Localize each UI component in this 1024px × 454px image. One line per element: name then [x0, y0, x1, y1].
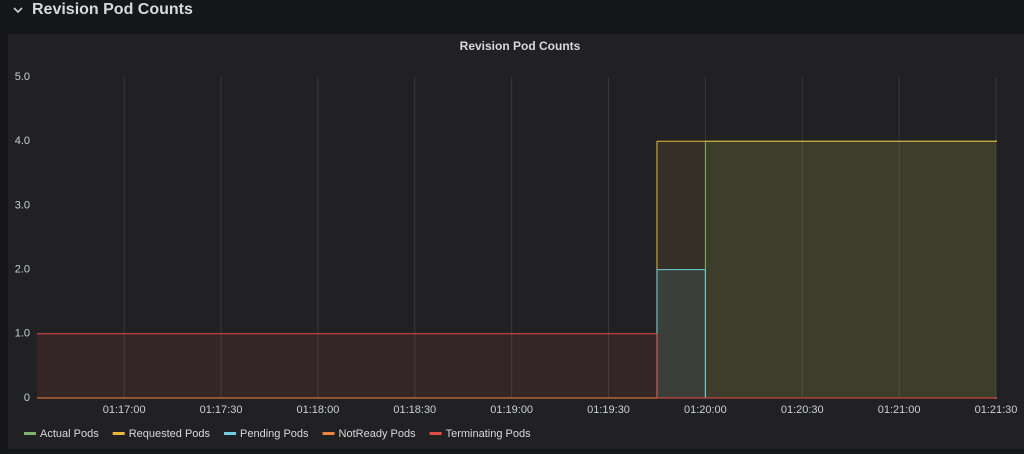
area-fill: [705, 141, 996, 398]
y-tick-label: 3.0: [15, 199, 30, 211]
area-fill: [37, 333, 657, 398]
legend-swatch: [112, 432, 125, 435]
legend-swatch: [224, 432, 237, 435]
y-tick-label: 2.0: [15, 264, 30, 276]
y-tick-label: 0: [24, 392, 30, 404]
panel-title[interactable]: Revision Pod Counts: [460, 39, 581, 53]
legend-label[interactable]: Actual Pods: [40, 428, 99, 440]
x-tick-label: 01:17:30: [200, 404, 243, 416]
x-tick-label: 01:19:00: [490, 404, 533, 416]
legend-swatch: [429, 432, 442, 435]
step-point: [995, 140, 997, 142]
legend-swatch: [24, 432, 36, 435]
x-tick-label: 01:19:30: [587, 404, 630, 416]
x-tick-label: 01:21:30: [975, 404, 1018, 416]
legend-label[interactable]: Requested Pods: [129, 428, 211, 440]
panel: [8, 34, 1024, 449]
row-title[interactable]: Revision Pod Counts: [32, 1, 193, 18]
x-tick-label: 01:21:00: [878, 404, 921, 416]
x-tick-label: 01:20:00: [684, 404, 727, 416]
y-tick-label: 1.0: [15, 328, 30, 340]
collapse-chevron[interactable]: [13, 7, 23, 14]
area-fill: [705, 141, 996, 398]
legend-label[interactable]: NotReady Pods: [339, 428, 417, 440]
x-tick-label: 01:18:30: [393, 404, 436, 416]
x-tick-label: 01:17:00: [103, 404, 146, 416]
step-point: [995, 397, 997, 399]
legend-label[interactable]: Pending Pods: [240, 428, 309, 440]
x-tick-label: 01:18:00: [297, 404, 340, 416]
area-fill: [656, 269, 706, 398]
y-tick-label: 5.0: [15, 71, 30, 83]
legend-swatch: [322, 432, 335, 435]
x-tick-label: 01:20:30: [781, 404, 824, 416]
legend-label[interactable]: Terminating Pods: [446, 428, 531, 440]
y-tick-label: 4.0: [15, 135, 30, 147]
